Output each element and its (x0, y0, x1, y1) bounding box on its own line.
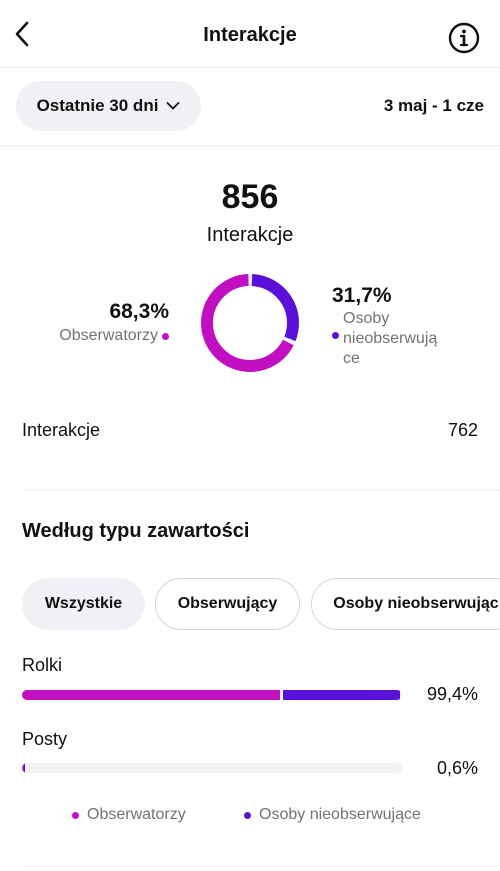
interactions-row-value: 762 (447, 420, 478, 440)
bar-gap (279, 690, 283, 700)
chevron-left-icon (15, 21, 29, 47)
donut-chart (201, 274, 299, 372)
legend-nonfollowers-label: Osoby nieobserwujące (259, 806, 421, 823)
top-bar: Interakcje (0, 0, 500, 68)
divider (22, 866, 500, 867)
bar-percent-reels: 99,4% (426, 684, 478, 704)
bar-segment-followers (22, 690, 280, 700)
chip-nonfollowers[interactable]: Osoby nieobserwując (311, 578, 500, 630)
followers-dot-icon (162, 332, 169, 340)
filter-row: Ostatnie 30 dni 3 maj - 1 cze (0, 68, 500, 146)
legend-followers-label: Obserwatorzy (87, 806, 186, 823)
donut-segment-nonfollowers (201, 274, 299, 372)
donut-segment-followers (201, 274, 299, 372)
nonfollowers-legend: Osoby nieobserwują ce (332, 309, 452, 369)
bar-track-reels (22, 690, 402, 700)
date-range: 3 maj - 1 cze (383, 96, 484, 115)
legend-followers: Obserwatorzy (72, 806, 186, 824)
legend-nonfollowers: Osoby nieobserwujące (244, 806, 421, 824)
total-interactions: 856 (221, 178, 279, 216)
bar-label-reels: Rolki (22, 655, 63, 675)
section-title: Według typu zawartości (22, 520, 250, 542)
period-dropdown[interactable]: Ostatnie 30 dni (16, 81, 201, 131)
divider (22, 490, 500, 491)
followers-label: Obserwatorzy (59, 327, 158, 344)
back-button[interactable] (8, 20, 36, 48)
nonfollowers-dot-icon (244, 811, 251, 819)
nonfollowers-label: Osoby nieobserwują ce (343, 310, 438, 367)
info-button[interactable] (448, 22, 480, 54)
followers-percent: 68,3% (109, 300, 169, 323)
chip-all[interactable]: Wszystkie (22, 578, 145, 630)
chevron-down-icon (167, 102, 180, 110)
followers-dot-icon (72, 811, 79, 819)
bar-segment-nonfollowers (282, 690, 400, 700)
info-icon (448, 22, 480, 54)
interactions-row: Interakcje 762 (22, 420, 478, 441)
nonfollowers-percent: 31,7% (332, 284, 392, 307)
followers-legend: Obserwatorzy (59, 327, 169, 345)
bar-segment-nonfollowers (23, 763, 25, 773)
page-title: Interakcje (203, 24, 297, 46)
bar-percent-posts: 0,6% (436, 758, 478, 778)
interactions-row-label: Interakcje (22, 420, 101, 440)
nonfollowers-dot-icon (332, 332, 339, 339)
chip-followers[interactable]: Obserwujący (155, 578, 300, 630)
period-label: Ostatnie 30 dni (36, 96, 159, 115)
total-label: Interakcje (206, 224, 294, 246)
bar-segment-followers (22, 763, 24, 773)
bar-track-posts (22, 763, 402, 773)
bar-label-posts: Posty (22, 729, 68, 749)
